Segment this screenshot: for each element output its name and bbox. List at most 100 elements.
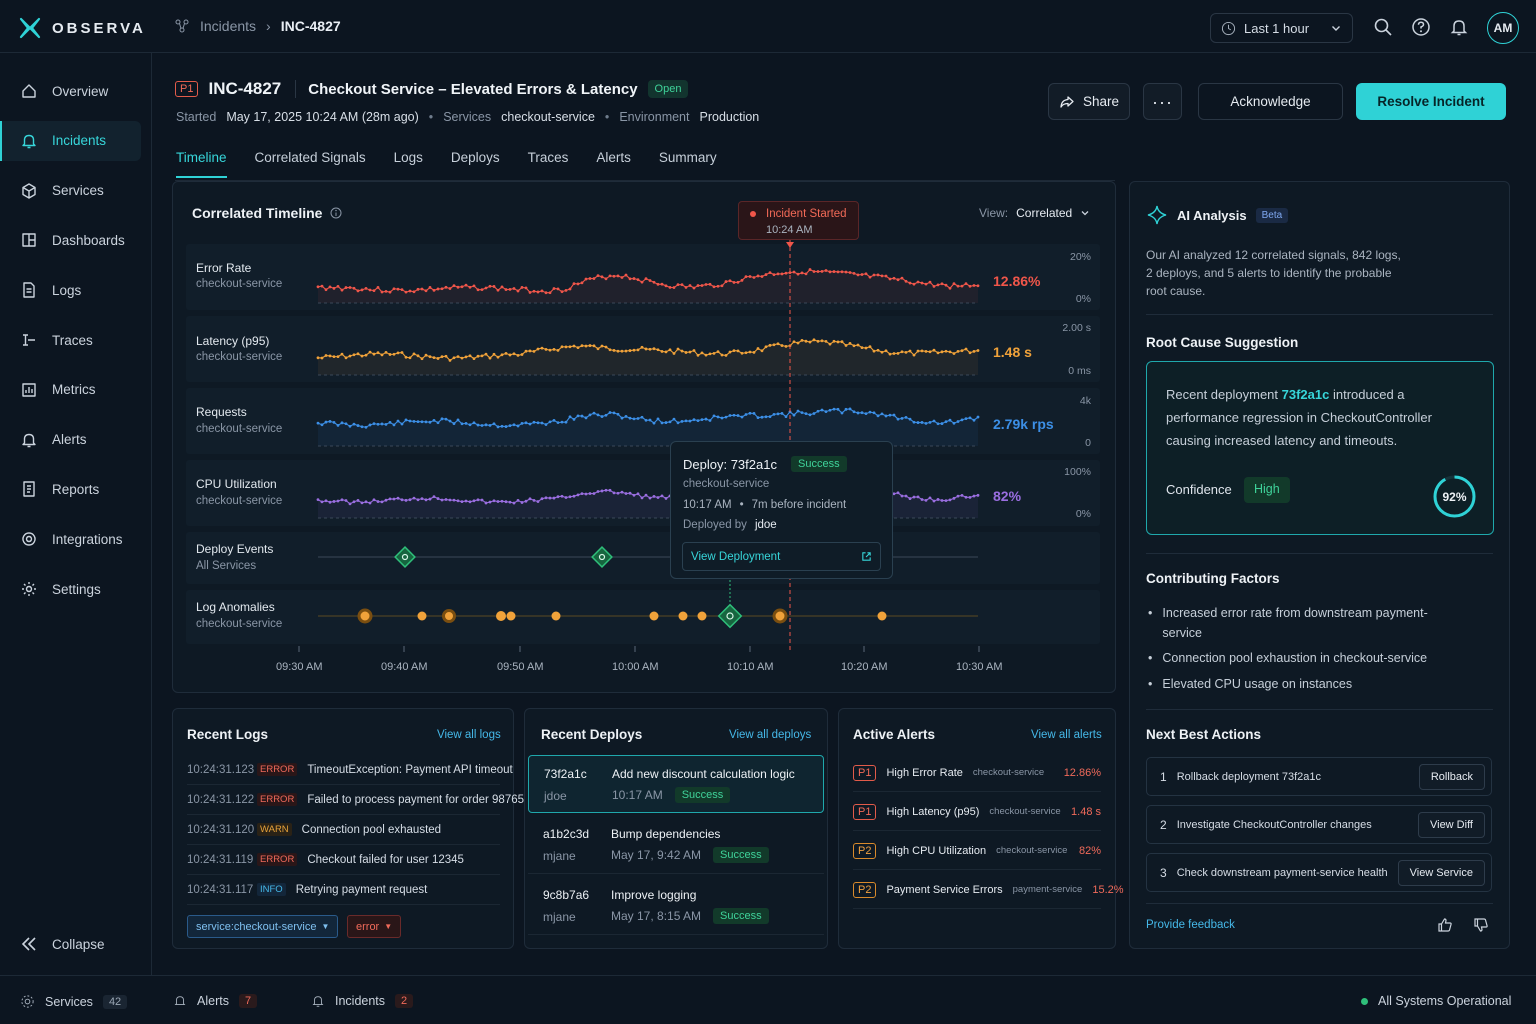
anomaly-dot[interactable] [442,609,456,623]
series-point [520,353,524,356]
more-options-button[interactable]: ··· [1143,83,1182,120]
log-row[interactable]: 10:24:31.122 ERROR Failed to process payme… [187,785,524,815]
series-point [616,491,620,495]
selected-deploy-marker[interactable] [717,580,743,629]
share-button[interactable]: Share [1048,83,1130,120]
user-avatar[interactable]: AM [1487,12,1519,44]
series-point [804,272,808,276]
alert-row[interactable]: P1 High Error Rate checkout-service 12.86% [853,754,1101,792]
anomaly-dot[interactable] [551,611,561,621]
deploy-row[interactable]: 9c8b7a6 mjane Improve logging May 17, 8:15 … [528,877,824,935]
view-all-alerts-link[interactable]: View all alerts [1031,729,1102,741]
acknowledge-label: Acknowledge [1230,94,1311,109]
series-point [352,500,356,504]
sidebar-item-metrics[interactable]: Metrics [0,370,141,410]
sidebar-item-dashboards[interactable]: Dashboards [0,220,141,260]
statusbar-services[interactable]: Services 42 [20,994,128,1009]
filter-chip-error[interactable]: error ▼ [347,915,402,938]
series-point [552,347,556,351]
anomaly-dot[interactable] [417,611,427,621]
sidebar-item-incidents[interactable]: Incidents [0,120,141,161]
tab-alerts[interactable]: Alerts [596,150,631,165]
sidebar-item-overview[interactable]: Overview [0,71,141,111]
help-icon[interactable] [1411,17,1431,37]
search-icon[interactable] [1373,17,1393,37]
provide-feedback-link[interactable]: Provide feedback [1146,919,1235,931]
series-point [348,502,352,506]
series-point [648,347,652,351]
anomaly-dot[interactable] [496,611,506,621]
log-row[interactable]: 10:24:31.119 ERROR Checkout failed for use… [187,845,500,875]
view-all-deploys-link[interactable]: View all deploys [729,729,812,741]
sidebar-item-traces[interactable]: Traces [0,320,141,360]
deploy-row[interactable]: a1b2c3d mjane Bump dependencies May 17, 9:4… [528,816,824,874]
breadcrumb-incidents[interactable]: Incidents [200,18,257,34]
log-row[interactable]: 10:24:31.120 WARN Connection pool exhauste… [187,815,500,845]
tab-correlated-signals[interactable]: Correlated Signals [254,150,366,165]
thumbs-up-icon[interactable] [1437,917,1453,933]
series-point [436,497,440,500]
alert-row[interactable]: P2 Payment Service Errors payment-service 1… [853,871,1124,909]
anomaly-dot[interactable] [877,611,887,621]
action-button-rollback[interactable]: Rollback [1418,764,1485,790]
series-point [612,274,616,278]
log-row[interactable]: 10:24:31.117 INFO Retrying payment request [187,875,500,905]
filter-chip-service[interactable]: service:checkout-service ▼ [187,915,339,938]
series-point [496,425,500,429]
anomaly-dot[interactable] [772,608,788,624]
deploy-marker[interactable] [591,546,613,568]
tab-logs[interactable]: Logs [393,150,423,165]
view-deployment-button[interactable]: View Deployment [682,542,881,571]
series-point [892,276,896,280]
tab-deploys[interactable]: Deploys [450,150,500,165]
timeline-view-select[interactable]: View: Correlated [979,206,1090,220]
app-logo[interactable]: OBSERVA [18,16,146,40]
series-point [652,495,656,498]
series-point [736,414,740,417]
statusbar-incidents[interactable]: Incidents 2 [311,994,414,1008]
sidebar-item-services[interactable]: Services [0,171,141,211]
series-point [372,289,376,292]
action-button-view-service[interactable]: View Service [1397,860,1485,886]
sidebar-item-settings[interactable]: Settings [0,569,141,609]
collapse-button[interactable]: Collapse [0,924,141,964]
services-value[interactable]: checkout-service [501,110,595,124]
notification-bell-icon[interactable] [1449,17,1469,37]
tab-summary[interactable]: Summary [658,150,717,165]
sidebar-item-label: Incidents [52,133,107,149]
sidebar-item-logs[interactable]: Logs [0,270,141,310]
deploy-row[interactable]: 73f2a1c jdoe Add new discount calculation … [528,755,824,813]
sidebar-item-reports[interactable]: Reports [0,469,141,509]
resolve-incident-button[interactable]: Resolve Incident [1356,83,1506,120]
series-point [752,276,756,279]
action-button-view-diff[interactable]: View Diff [1417,812,1485,838]
series-point [896,417,900,421]
acknowledge-button[interactable]: Acknowledge [1198,83,1343,120]
anomaly-dot[interactable] [697,611,707,621]
view-all-logs-link[interactable]: View all logs [437,729,501,741]
tab-traces[interactable]: Traces [527,150,569,165]
recent-deploys-title: Recent Deploys [541,727,643,742]
sidebar-item-alerts[interactable]: Alerts [0,420,141,460]
anomaly-dot[interactable] [678,611,688,621]
row-sub: checkout-service [196,351,283,363]
series-point [364,353,368,357]
time-range-select[interactable]: Last 1 hour [1210,13,1353,43]
sidebar-item-integrations[interactable]: Integrations [0,519,141,559]
statusbar-alerts[interactable]: Alerts 7 [173,994,258,1008]
thumbs-down-icon[interactable] [1473,917,1489,933]
deploy-marker[interactable] [394,546,416,568]
alert-row[interactable]: P1 High Latency (p95) checkout-service 1.48… [853,793,1101,831]
anomaly-dot[interactable] [506,611,516,621]
anomaly-dot[interactable] [357,608,373,624]
info-icon[interactable] [330,207,342,219]
alert-row[interactable]: P2 High CPU Utilization checkout-service 82… [853,832,1101,870]
timeline-chart[interactable] [186,240,1100,660]
series-point [708,419,712,422]
series-point [532,289,536,293]
anomaly-dot[interactable] [649,611,659,621]
series-point [920,498,924,501]
log-row[interactable]: 10:24:31.123 ERROR TimeoutException: Payme… [187,755,513,785]
tab-timeline[interactable]: Timeline [176,150,227,178]
root-cause-sha[interactable]: 73f2a1c [1281,387,1330,402]
